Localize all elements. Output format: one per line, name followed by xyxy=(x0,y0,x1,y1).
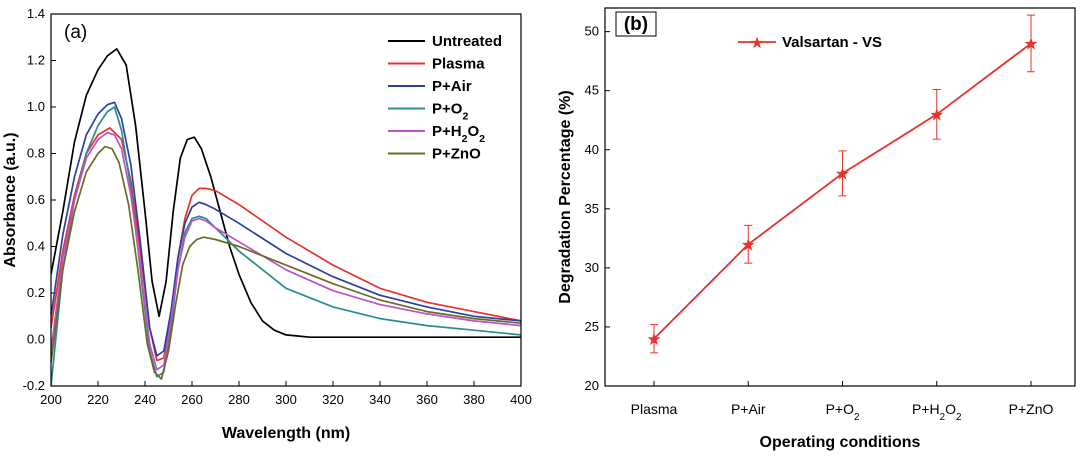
data-point-star: ★ xyxy=(835,164,850,183)
x-tick-label: 360 xyxy=(416,392,438,407)
panel-b-y-axis-title: Degradation Percentage (%) xyxy=(557,90,574,303)
series-line-p-zno xyxy=(51,145,521,380)
y-tick-label: 20 xyxy=(585,378,599,393)
panel-a-series xyxy=(51,48,521,386)
x-category-label: Plasma xyxy=(631,401,678,417)
x-tick-label: 260 xyxy=(181,392,203,407)
legend-marker: ★ xyxy=(750,35,764,52)
data-point-star: ★ xyxy=(929,105,944,124)
series-line-p-o2 xyxy=(51,106,521,386)
y-tick-label: 45 xyxy=(585,83,599,98)
x-tick-label: 280 xyxy=(228,392,250,407)
panel-b-degradation-chart: 20 25 30 35 40 45 50 Plasma P+Air P+O2 P+H2O2 P+ZnO… xyxy=(557,7,1076,451)
legend-label: P+Air xyxy=(432,78,472,95)
panel-b-x-axis-title: Operating conditions xyxy=(760,434,921,451)
series-line-p-air xyxy=(51,101,521,357)
y-tick-label: 50 xyxy=(585,24,599,39)
y-tick-label: 35 xyxy=(585,201,599,216)
x-category-label: P+O2 xyxy=(826,401,860,423)
panel-b-ticks: 20 25 30 35 40 45 50 Plasma P+Air P+O2 P+H2O2 P+ZnO xyxy=(585,24,1054,423)
legend-label: P+ZnO xyxy=(432,146,481,163)
y-tick-label: 1.2 xyxy=(27,53,45,68)
y-tick-label: -0.2 xyxy=(23,378,45,393)
legend-label: Untreated xyxy=(432,33,502,50)
data-point-star: ★ xyxy=(1023,34,1038,53)
panel-a-y-axis-title: Absorbance (a.u.) xyxy=(2,132,19,267)
x-tick-label: 300 xyxy=(275,392,297,407)
y-tick-label: 0.6 xyxy=(27,192,45,207)
panel-b-label: (b) xyxy=(624,14,648,35)
y-tick-label: 30 xyxy=(585,260,599,275)
x-tick-label: 200 xyxy=(40,392,62,407)
panel-a-absorbance-chart: 200 220 240 260 280 300 320 340 360 380 400 -0.2 0.0… xyxy=(2,6,532,442)
panel-a-frame xyxy=(50,13,522,387)
x-tick-label: 340 xyxy=(369,392,391,407)
y-tick-label: 0.0 xyxy=(27,332,45,347)
y-tick-label: 1.4 xyxy=(27,6,45,21)
legend-label: P+O2 xyxy=(432,101,468,123)
x-category-label: P+H2O2 xyxy=(912,401,961,423)
x-tick-label: 400 xyxy=(510,392,532,407)
data-point-star: ★ xyxy=(646,330,661,349)
y-tick-label: 0.4 xyxy=(27,239,45,254)
panel-a-x-axis-title: Wavelength (nm) xyxy=(222,425,350,442)
y-tick-label: 40 xyxy=(585,142,599,157)
series-line-p-h2o2 xyxy=(51,131,521,371)
y-tick-label: 1.0 xyxy=(27,99,45,114)
panel-a-label: (a) xyxy=(64,22,87,43)
error-bar xyxy=(744,224,753,264)
x-category-label: P+ZnO xyxy=(1009,401,1054,417)
panel-a-ticks: 200 220 240 260 280 300 320 340 360 380 400 -0.2 0.0… xyxy=(23,6,532,407)
error-bar xyxy=(650,324,658,354)
error-bar xyxy=(1027,14,1035,73)
panel-b-legend: ★ Valsartan - VS xyxy=(738,34,882,52)
x-category-label: P+Air xyxy=(731,401,766,417)
x-tick-label: 220 xyxy=(87,392,109,407)
legend-label: Valsartan - VS xyxy=(782,34,882,51)
data-point-star: ★ xyxy=(741,235,756,254)
series-line-untreated xyxy=(51,48,521,339)
panel-b-series: ★ ★ ★ ★ ★ xyxy=(646,14,1039,354)
panel-b-frame xyxy=(604,7,1076,387)
error-bar xyxy=(932,89,941,140)
x-tick-label: 320 xyxy=(322,392,344,407)
y-tick-label: 25 xyxy=(585,319,599,334)
y-tick-label: 0.8 xyxy=(27,146,45,161)
x-tick-label: 380 xyxy=(463,392,485,407)
panel-b-label-box xyxy=(615,11,657,37)
series-line-plasma xyxy=(51,127,521,362)
x-tick-label: 240 xyxy=(134,392,156,407)
legend-label: P+H2O2 xyxy=(432,123,485,145)
legend-label: Plasma xyxy=(432,56,485,73)
y-tick-label: 0.2 xyxy=(27,285,45,300)
error-bar xyxy=(838,150,847,197)
